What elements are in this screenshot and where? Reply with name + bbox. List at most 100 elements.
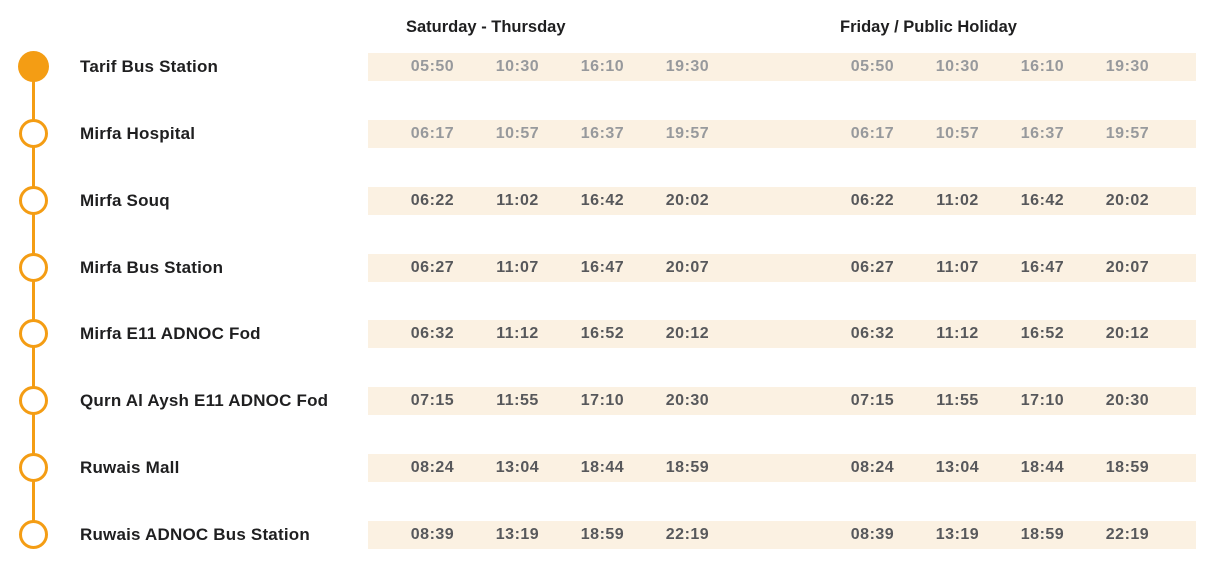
- departure-time-cell: 16:47: [580, 258, 625, 276]
- departure-time-cell: 06:22: [850, 191, 895, 209]
- departure-time-cell: 18:59: [580, 525, 625, 543]
- stop-name: Mirfa E11 ADNOC Fod: [80, 324, 261, 344]
- departure-time-cell: 08:39: [410, 525, 455, 543]
- departure-time-cell: 18:59: [1020, 525, 1065, 543]
- stop-name: Mirfa Souq: [80, 190, 170, 210]
- departure-time-cell: 07:15: [410, 392, 455, 410]
- departure-time-cell: 10:57: [495, 124, 540, 142]
- friday-times-group: 06:32 11:12 16:52 20:12: [830, 320, 1170, 348]
- departure-time-cell: 19:57: [665, 124, 710, 142]
- stop-marker-icon: [19, 453, 48, 483]
- stop-marker-icon: [19, 386, 48, 416]
- stop-row: 08:39 13:19 18:59 22:19 08:39 13:19 18:59 22:19…: [0, 519, 1205, 549]
- departure-time-cell: 20:02: [665, 191, 710, 209]
- departure-time-cell: 22:19: [1105, 525, 1150, 543]
- departure-time-cell: 11:55: [936, 392, 979, 410]
- departure-time-cell: 11:02: [936, 191, 979, 209]
- friday-group-header: Friday / Public Holiday: [840, 18, 1017, 36]
- departure-time-cell: 06:32: [410, 325, 455, 343]
- departure-time-cell: 20:02: [1105, 191, 1150, 209]
- departure-time-cell: 16:52: [1020, 325, 1065, 343]
- stop-row: 08:24 13:04 18:44 18:59 08:24 13:04 18:44 18:59…: [0, 453, 1205, 483]
- departure-time-cell: 19:30: [665, 58, 710, 75]
- departure-time-cell: 05:50: [850, 58, 895, 75]
- departure-time-cell: 16:10: [1020, 58, 1065, 75]
- departure-time-cell: 07:15: [850, 392, 895, 410]
- departure-time-cell: 08:24: [850, 459, 895, 477]
- times-row-band: 06:22 11:02 16:42 20:02 06:22 11:02 16:42 20:02: [368, 186, 1196, 215]
- weekday-times-group: 08:24 13:04 18:44 18:59: [390, 454, 730, 482]
- departure-time-cell: 20:07: [1105, 258, 1150, 276]
- departure-time-cell: 19:57: [1105, 124, 1150, 142]
- departure-time-cell: 16:10: [580, 58, 625, 75]
- stop-name: Qurn Al Aysh E11 ADNOC Fod: [80, 391, 329, 411]
- friday-times-group: 07:15 11:55 17:10 20:30: [830, 387, 1170, 415]
- times-row-band: 07:15 11:55 17:10 20:30 07:15 11:55 17:10 20:30: [368, 387, 1196, 416]
- departure-time-cell: 19:30: [1105, 58, 1150, 75]
- departure-time-cell: 08:24: [410, 459, 455, 477]
- stop-name: Tarif Bus Station: [80, 57, 219, 76]
- departure-time-cell: 20:30: [665, 392, 710, 410]
- friday-times-group: 06:27 11:07 16:47 20:07: [830, 254, 1170, 282]
- stop-row: 06:27 11:07 16:47 20:07 06:27 11:07 16:47 20:07…: [0, 252, 1205, 282]
- departure-time-cell: 20:07: [665, 258, 710, 276]
- stop-marker-icon: [19, 185, 48, 215]
- times-row-band: 08:39 13:19 18:59 22:19 08:39 13:19 18:59 22:19: [368, 520, 1196, 549]
- stop-marker-icon: [19, 519, 48, 549]
- departure-time-cell: 16:37: [1020, 124, 1065, 142]
- friday-times-group: 08:24 13:04 18:44 18:59: [830, 454, 1170, 482]
- friday-times-group: 08:39 13:19 18:59 22:19: [830, 521, 1170, 549]
- departure-time-cell: 20:12: [1105, 325, 1150, 343]
- stop-marker-icon: [19, 118, 48, 148]
- times-row-band: 06:17 10:57 16:37 19:57 06:17 10:57 16:37 19:57: [368, 119, 1196, 148]
- stop-name: Mirfa Bus Station: [80, 257, 224, 277]
- departure-time-cell: 11:12: [496, 325, 539, 343]
- departure-time-cell: 10:30: [495, 58, 540, 75]
- departure-time-cell: 18:59: [1105, 459, 1150, 477]
- weekday-times-group: 07:15 11:55 17:10 20:30: [390, 387, 730, 415]
- departure-time-cell: 05:50: [410, 58, 455, 75]
- weekday-times-group: 05:50 10:30 16:10 19:30: [390, 53, 730, 81]
- departure-time-cell: 11:07: [936, 258, 979, 276]
- weekday-times-group: 06:27 11:07 16:47 20:07: [390, 254, 730, 282]
- times-row-band: 06:32 11:12 16:52 20:12 06:32 11:12 16:52 20:12: [368, 320, 1196, 349]
- departure-time-cell: 17:10: [580, 392, 625, 410]
- stop-row: 05:50 10:30 16:10 19:30 05:50 10:30 16:10 19:30…: [0, 51, 1205, 82]
- stop-row: 06:22 11:02 16:42 20:02 06:22 11:02 16:42 20:02…: [0, 185, 1205, 215]
- weekday-times-group: 06:32 11:12 16:52 20:12: [390, 320, 730, 348]
- departure-time-cell: 06:32: [850, 325, 895, 343]
- departure-time-cell: 06:27: [410, 258, 455, 276]
- weekday-group-header: Saturday - Thursday: [406, 18, 566, 36]
- departure-time-cell: 13:04: [495, 459, 540, 477]
- departure-time-cell: 16:52: [580, 325, 625, 343]
- departure-time-cell: 20:12: [665, 325, 710, 343]
- friday-times-group: 06:22 11:02 16:42 20:02: [830, 187, 1170, 215]
- friday-times-group: 05:50 10:30 16:10 19:30: [830, 53, 1170, 81]
- stop-marker-icon: [19, 252, 48, 282]
- departure-time-cell: 16:47: [1020, 258, 1065, 276]
- weekday-times-group: 06:22 11:02 16:42 20:02: [390, 187, 730, 215]
- departure-time-cell: 18:59: [665, 459, 710, 477]
- departure-time-cell: 11:07: [496, 258, 539, 276]
- departure-time-cell: 20:30: [1105, 392, 1150, 410]
- departure-time-cell: 10:57: [935, 124, 980, 142]
- route-timeline: [32, 67, 35, 535]
- departure-time-cell: 17:10: [1020, 392, 1065, 410]
- departure-time-cell: 08:39: [850, 525, 895, 543]
- departure-time-cell: 16:37: [580, 124, 625, 142]
- departure-time-cell: 06:22: [410, 191, 455, 209]
- departure-time-cell: 16:42: [1020, 191, 1065, 209]
- departure-time-cell: 22:19: [665, 525, 710, 543]
- times-row-band: 05:50 10:30 16:10 19:30 05:50 10:30 16:10 19:30: [368, 53, 1196, 81]
- departure-time-cell: 11:55: [496, 392, 539, 410]
- times-row-band: 06:27 11:07 16:47 20:07 06:27 11:07 16:47 20:07: [368, 253, 1196, 282]
- stop-row: 06:32 11:12 16:52 20:12 06:32 11:12 16:52 20:12…: [0, 319, 1205, 349]
- departure-time-cell: 06:17: [410, 124, 455, 142]
- departure-time-cell: 10:30: [935, 58, 980, 75]
- stop-row: 07:15 11:55 17:10 20:30 07:15 11:55 17:10 20:30…: [0, 386, 1205, 416]
- departure-time-cell: 16:42: [580, 191, 625, 209]
- stop-row: 06:17 10:57 16:37 19:57 06:17 10:57 16:37 19:57…: [0, 118, 1205, 148]
- stop-marker-icon: [19, 319, 48, 349]
- departure-time-cell: 06:27: [850, 258, 895, 276]
